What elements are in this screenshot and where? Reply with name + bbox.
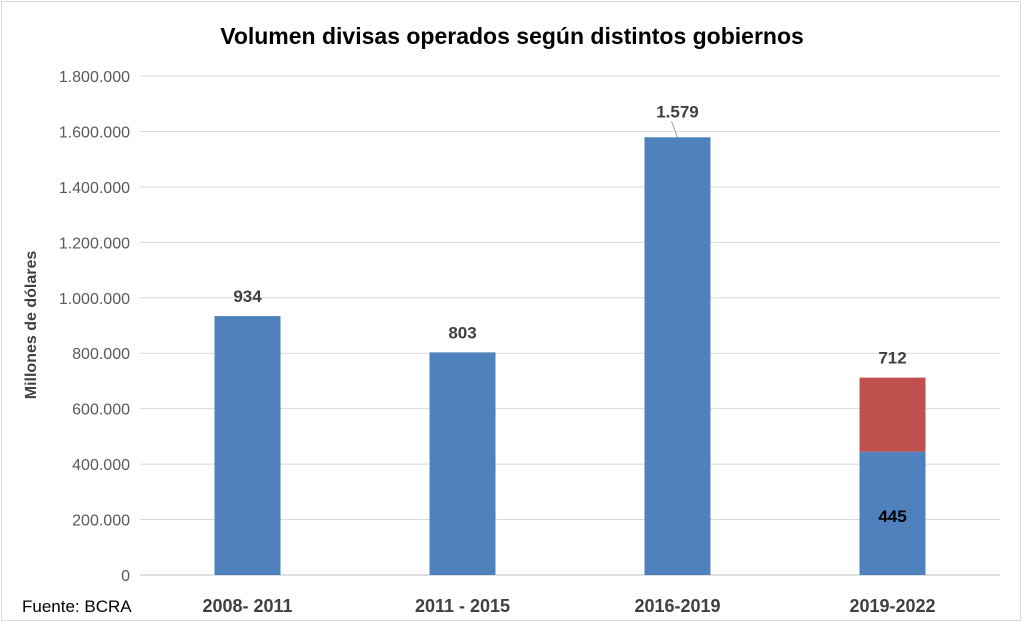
y-tick-label: 1.600.000 bbox=[59, 124, 130, 141]
bar-blue bbox=[644, 137, 711, 575]
data-label: 1.579 bbox=[656, 102, 699, 121]
leader-line bbox=[671, 121, 678, 138]
data-label: 803 bbox=[448, 323, 476, 342]
y-tick-label: 200.000 bbox=[72, 513, 130, 530]
source-note: Fuente: BCRA bbox=[22, 597, 132, 616]
chart-title: Volumen divisas operados según distintos… bbox=[220, 23, 804, 49]
y-tick-label: 1.000.000 bbox=[59, 291, 130, 308]
y-tick-label: 400.000 bbox=[72, 457, 130, 474]
y-axis-label: Millones de dólares bbox=[23, 251, 40, 400]
y-tick-label: 800.000 bbox=[72, 346, 130, 363]
x-tick-label: 2019-2022 bbox=[849, 596, 935, 616]
data-label: 712 bbox=[878, 349, 906, 368]
bar-blue bbox=[859, 451, 926, 575]
x-tick-label: 2011 - 2015 bbox=[415, 596, 510, 616]
data-label-inner: 445 bbox=[878, 507, 906, 526]
bar-red bbox=[859, 377, 926, 452]
y-tick-label: 1.200.000 bbox=[59, 235, 130, 252]
y-tick-label: 1.400.000 bbox=[59, 180, 130, 197]
y-tick-label: 600.000 bbox=[72, 402, 130, 419]
data-label: 934 bbox=[233, 287, 262, 306]
y-tick-label: 0 bbox=[121, 568, 130, 585]
y-tick-label: 1.800.000 bbox=[59, 69, 130, 86]
x-tick-label: 2016-2019 bbox=[634, 596, 720, 616]
x-tick-label: 2008- 2011 bbox=[202, 596, 292, 616]
bar-blue bbox=[429, 352, 496, 575]
bar-blue bbox=[214, 316, 281, 575]
